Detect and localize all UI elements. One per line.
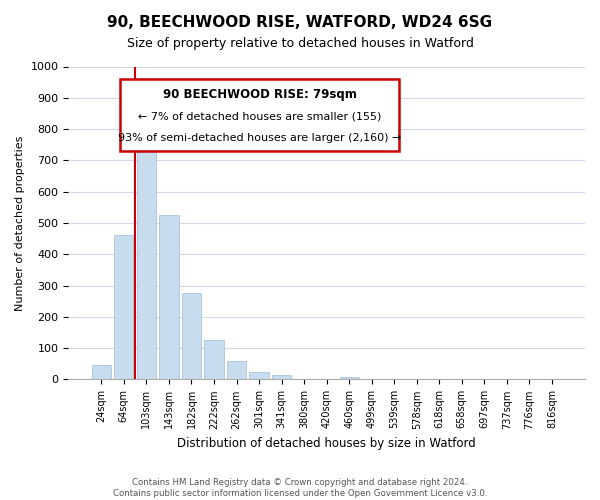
Bar: [272, 375, 291, 380]
Text: Contains HM Land Registry data © Crown copyright and database right 2024.
Contai: Contains HM Land Registry data © Crown c…: [113, 478, 487, 498]
Text: ← 7% of detached houses are smaller (155): ← 7% of detached houses are smaller (155…: [138, 112, 381, 122]
Text: 93% of semi-detached houses are larger (2,160) →: 93% of semi-detached houses are larger (…: [118, 133, 401, 143]
FancyBboxPatch shape: [120, 79, 399, 151]
Bar: [137, 126, 156, 380]
Text: 90 BEECHWOOD RISE: 79sqm: 90 BEECHWOOD RISE: 79sqm: [163, 88, 356, 102]
Bar: [182, 294, 201, 380]
Bar: [160, 215, 179, 380]
Bar: [250, 372, 269, 380]
Bar: [205, 340, 224, 380]
Text: 90, BEECHWOOD RISE, WATFORD, WD24 6SG: 90, BEECHWOOD RISE, WATFORD, WD24 6SG: [107, 15, 493, 30]
Bar: [340, 377, 359, 380]
Bar: [227, 362, 246, 380]
X-axis label: Distribution of detached houses by size in Watford: Distribution of detached houses by size …: [177, 437, 476, 450]
Bar: [92, 364, 111, 380]
Text: Size of property relative to detached houses in Watford: Size of property relative to detached ho…: [127, 38, 473, 51]
Bar: [114, 236, 133, 380]
Y-axis label: Number of detached properties: Number of detached properties: [15, 136, 25, 310]
